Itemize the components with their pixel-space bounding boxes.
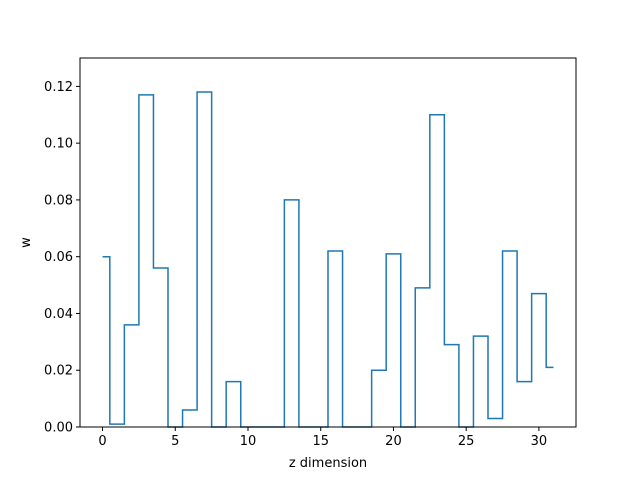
plot-frame <box>79 57 577 428</box>
y-tick-label: 0.04 <box>44 307 73 322</box>
x-tick-label: 10 <box>240 434 257 449</box>
x-tick-label: 25 <box>458 434 475 449</box>
y-tick-label: 0.02 <box>44 364 73 379</box>
x-tick-label: 0 <box>98 434 106 449</box>
x-tick-label: 5 <box>171 434 179 449</box>
y-axis-label: w <box>19 237 34 248</box>
x-axis: 0 5 10 15 20 25 30 <box>98 427 547 449</box>
y-tick-label: 0.10 <box>44 137 73 152</box>
series-line <box>102 91 554 428</box>
plot-area <box>102 91 554 428</box>
y-tick-label: 0.06 <box>44 250 73 265</box>
x-tick-label: 20 <box>385 434 402 449</box>
y-tick-label: 0.08 <box>44 193 73 208</box>
x-axis-label: z dimension <box>289 456 367 471</box>
x-tick-label: 15 <box>312 434 329 449</box>
y-tick-label: 0.12 <box>44 80 73 95</box>
x-tick-label: 30 <box>531 434 548 449</box>
y-axis: 0.00 0.02 0.04 0.06 0.08 0.10 0.12 <box>44 80 80 436</box>
y-tick-label: 0.00 <box>44 421 73 436</box>
